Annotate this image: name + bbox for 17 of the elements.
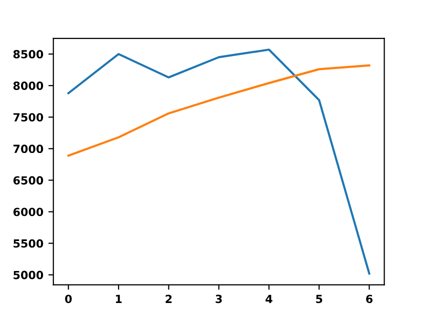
- y-tick-label: 7500: [13, 113, 44, 122]
- y-tick-label: 6500: [13, 176, 44, 185]
- x-tick-label: 4: [266, 294, 272, 303]
- line-series: [67, 48, 370, 275]
- x-tick-label: 3: [216, 294, 222, 304]
- y-tick-label: 7000: [13, 144, 44, 154]
- y-tick-label: 6000: [13, 208, 44, 216]
- x-tick-label: 5: [316, 294, 322, 304]
- line-series: [67, 64, 370, 157]
- y-tick-label: 8000: [13, 82, 44, 90]
- x-tick-label: 1: [116, 294, 122, 303]
- x-tick-label: 0: [65, 294, 72, 304]
- y-tick-label: 5000: [14, 270, 44, 280]
- x-tick-label: 2: [166, 294, 172, 303]
- y-tick-label: 5500: [14, 239, 44, 248]
- x-tick-label: 6: [366, 294, 373, 304]
- y-tick-label: 8500: [13, 50, 44, 58]
